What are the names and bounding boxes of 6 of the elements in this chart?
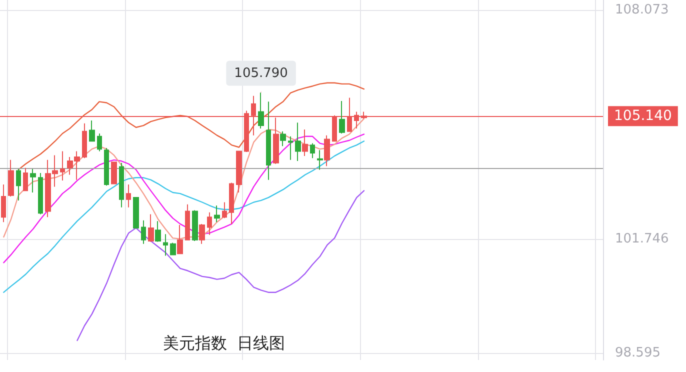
text: 美元指数 日线图 — [163, 334, 286, 352]
y-tick-label: 108.073 — [615, 2, 669, 18]
y-tick-label: 98.595 — [615, 345, 660, 360]
y-tick-label: 101.746 — [615, 231, 669, 246]
annotation: 105.790 — [234, 66, 288, 81]
ref-line-label: 105.140 — [614, 108, 672, 124]
